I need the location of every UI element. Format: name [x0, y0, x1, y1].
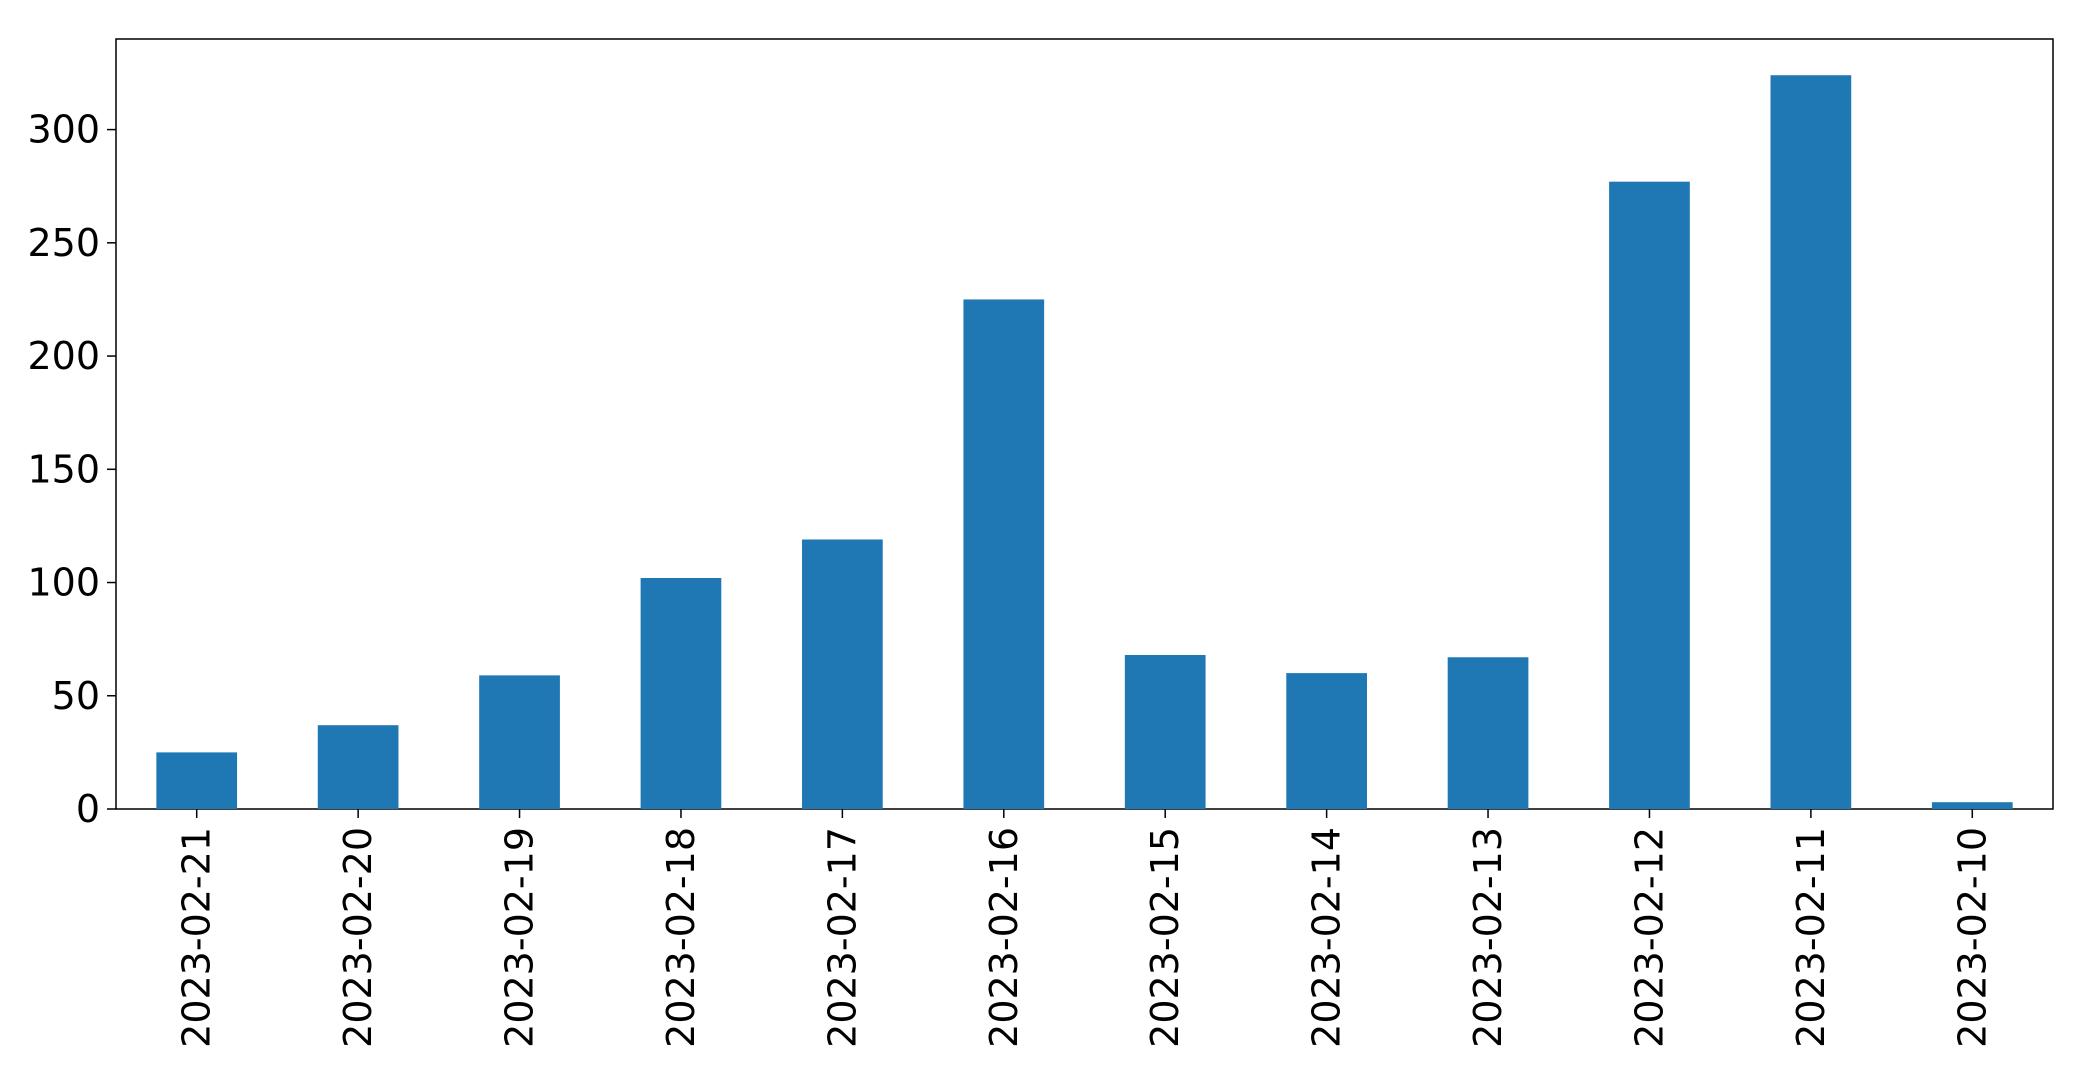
- plot-frame: [115, 38, 2054, 810]
- x-tick-label: 2023-02-12: [1627, 827, 1671, 1048]
- y-tick-label: 0: [76, 787, 100, 831]
- x-tick-label: 2023-02-13: [1466, 827, 1510, 1048]
- y-tick-label: 50: [52, 674, 100, 718]
- x-tick-label: 2023-02-20: [336, 827, 380, 1048]
- x-tick-label: 2023-02-21: [175, 827, 219, 1048]
- bar: [640, 578, 722, 809]
- bar: [1931, 802, 2013, 809]
- y-tick-label: 200: [27, 334, 100, 378]
- bar: [1609, 181, 1690, 810]
- x-tick-label: 2023-02-16: [982, 827, 1026, 1048]
- bar: [317, 725, 399, 809]
- y-tick-label: 250: [27, 221, 100, 265]
- bar: [1124, 655, 1206, 809]
- bar: [963, 299, 1045, 809]
- x-tick-label: 2023-02-10: [1950, 827, 1994, 1048]
- bar: [1286, 673, 1367, 809]
- bar: [802, 539, 883, 809]
- x-tick-label: 2023-02-17: [820, 827, 864, 1048]
- x-tick-label: 2023-02-11: [1789, 827, 1833, 1048]
- x-tick-label: 2023-02-14: [1305, 827, 1349, 1048]
- y-tick-label: 300: [27, 108, 100, 152]
- bar: [1447, 657, 1529, 809]
- x-tick-label: 2023-02-15: [1143, 827, 1187, 1048]
- x-tick-label: 2023-02-19: [498, 827, 542, 1048]
- y-tick-label: 150: [27, 447, 100, 491]
- bar: [479, 675, 560, 809]
- bar: [156, 752, 238, 809]
- x-tick-label: 2023-02-18: [659, 827, 703, 1048]
- bar: [1770, 75, 1852, 809]
- y-tick-label: 100: [27, 561, 100, 605]
